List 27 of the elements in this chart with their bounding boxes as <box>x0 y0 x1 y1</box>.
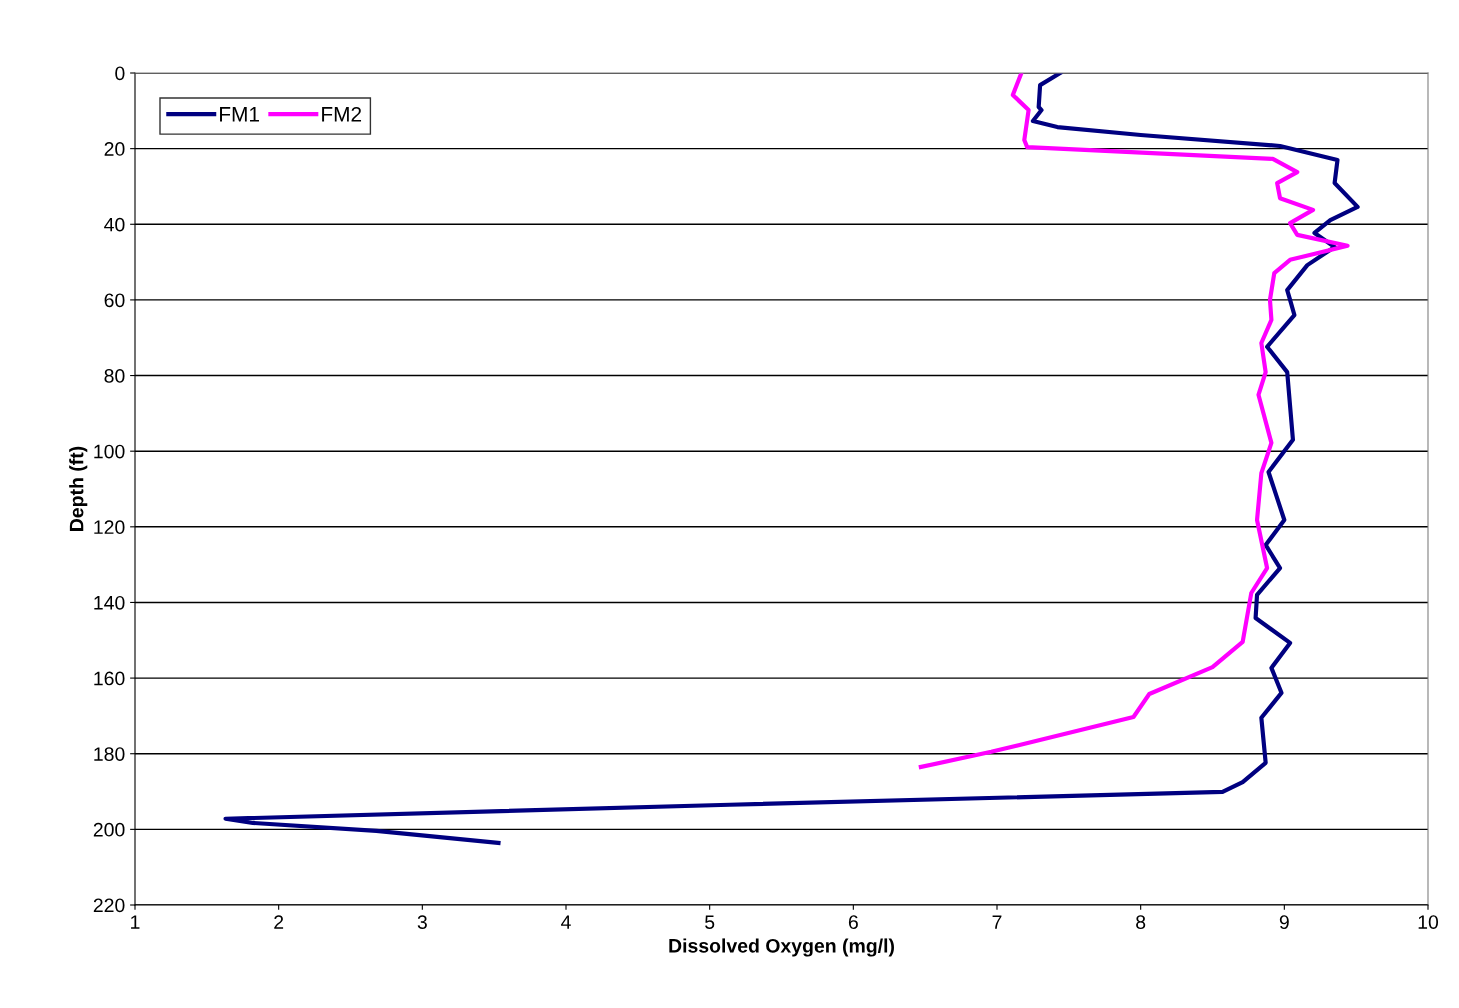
y-tick-label: 180 <box>94 747 125 761</box>
legend-label: FM1 <box>220 107 259 122</box>
legend-label: FM2 <box>322 106 362 122</box>
y-tick-label: 40 <box>104 217 125 232</box>
x-axis-title: Dissolved Oxygen (mg/l) <box>669 938 894 957</box>
x-tick-label: 9 <box>1279 915 1289 929</box>
y-tick-label: 100 <box>94 444 125 459</box>
x-tick-label: 5 <box>705 915 715 929</box>
y-tick-label: 60 <box>104 293 125 308</box>
y-tick-label: 220 <box>93 898 125 913</box>
y-tick-label: 120 <box>94 520 125 535</box>
x-tick-label: 7 <box>992 915 1002 929</box>
y-tick-label: 140 <box>94 595 125 610</box>
x-tick-label: 8 <box>1136 915 1146 929</box>
y-tick-label: 20 <box>104 142 125 156</box>
y-tick-label: 160 <box>94 671 125 686</box>
line-series <box>918 73 1350 770</box>
x-tick-label: 3 <box>417 915 427 929</box>
y-tick-label: 80 <box>104 369 125 383</box>
x-tick-label: 10 <box>1418 915 1439 929</box>
x-tick-label: 1 <box>131 915 140 929</box>
x-tick-label: 4 <box>561 915 571 929</box>
y-tick-label: 0 <box>115 66 125 81</box>
x-tick-label: 2 <box>274 915 284 929</box>
y-tick-label: 200 <box>93 822 125 837</box>
y-axis-title: Depth (ft) <box>69 446 88 531</box>
x-tick-label: 6 <box>848 915 858 929</box>
